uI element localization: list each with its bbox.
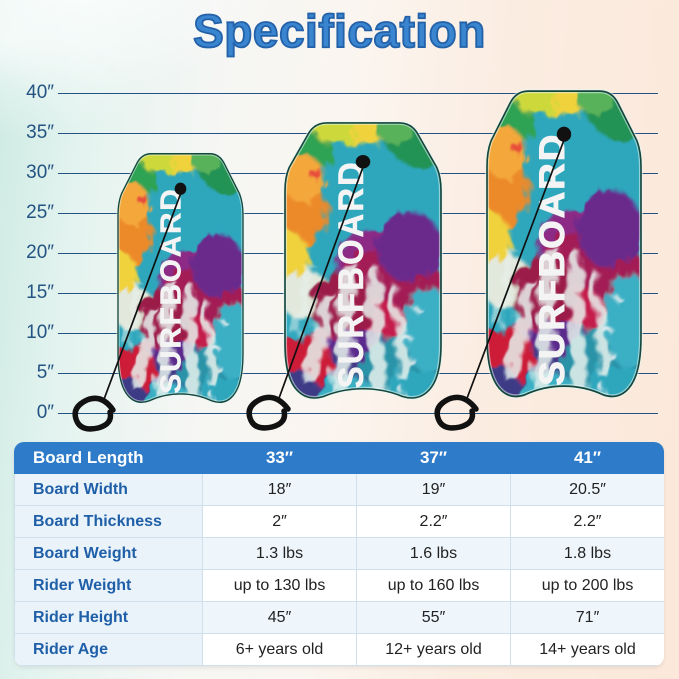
svg-text:SURFBOARD: SURFBOARD: [332, 160, 371, 388]
svg-text:SURFBOARD: SURFBOARD: [533, 133, 572, 386]
svg-text:SURFBOARD: SURFBOARD: [156, 187, 187, 393]
